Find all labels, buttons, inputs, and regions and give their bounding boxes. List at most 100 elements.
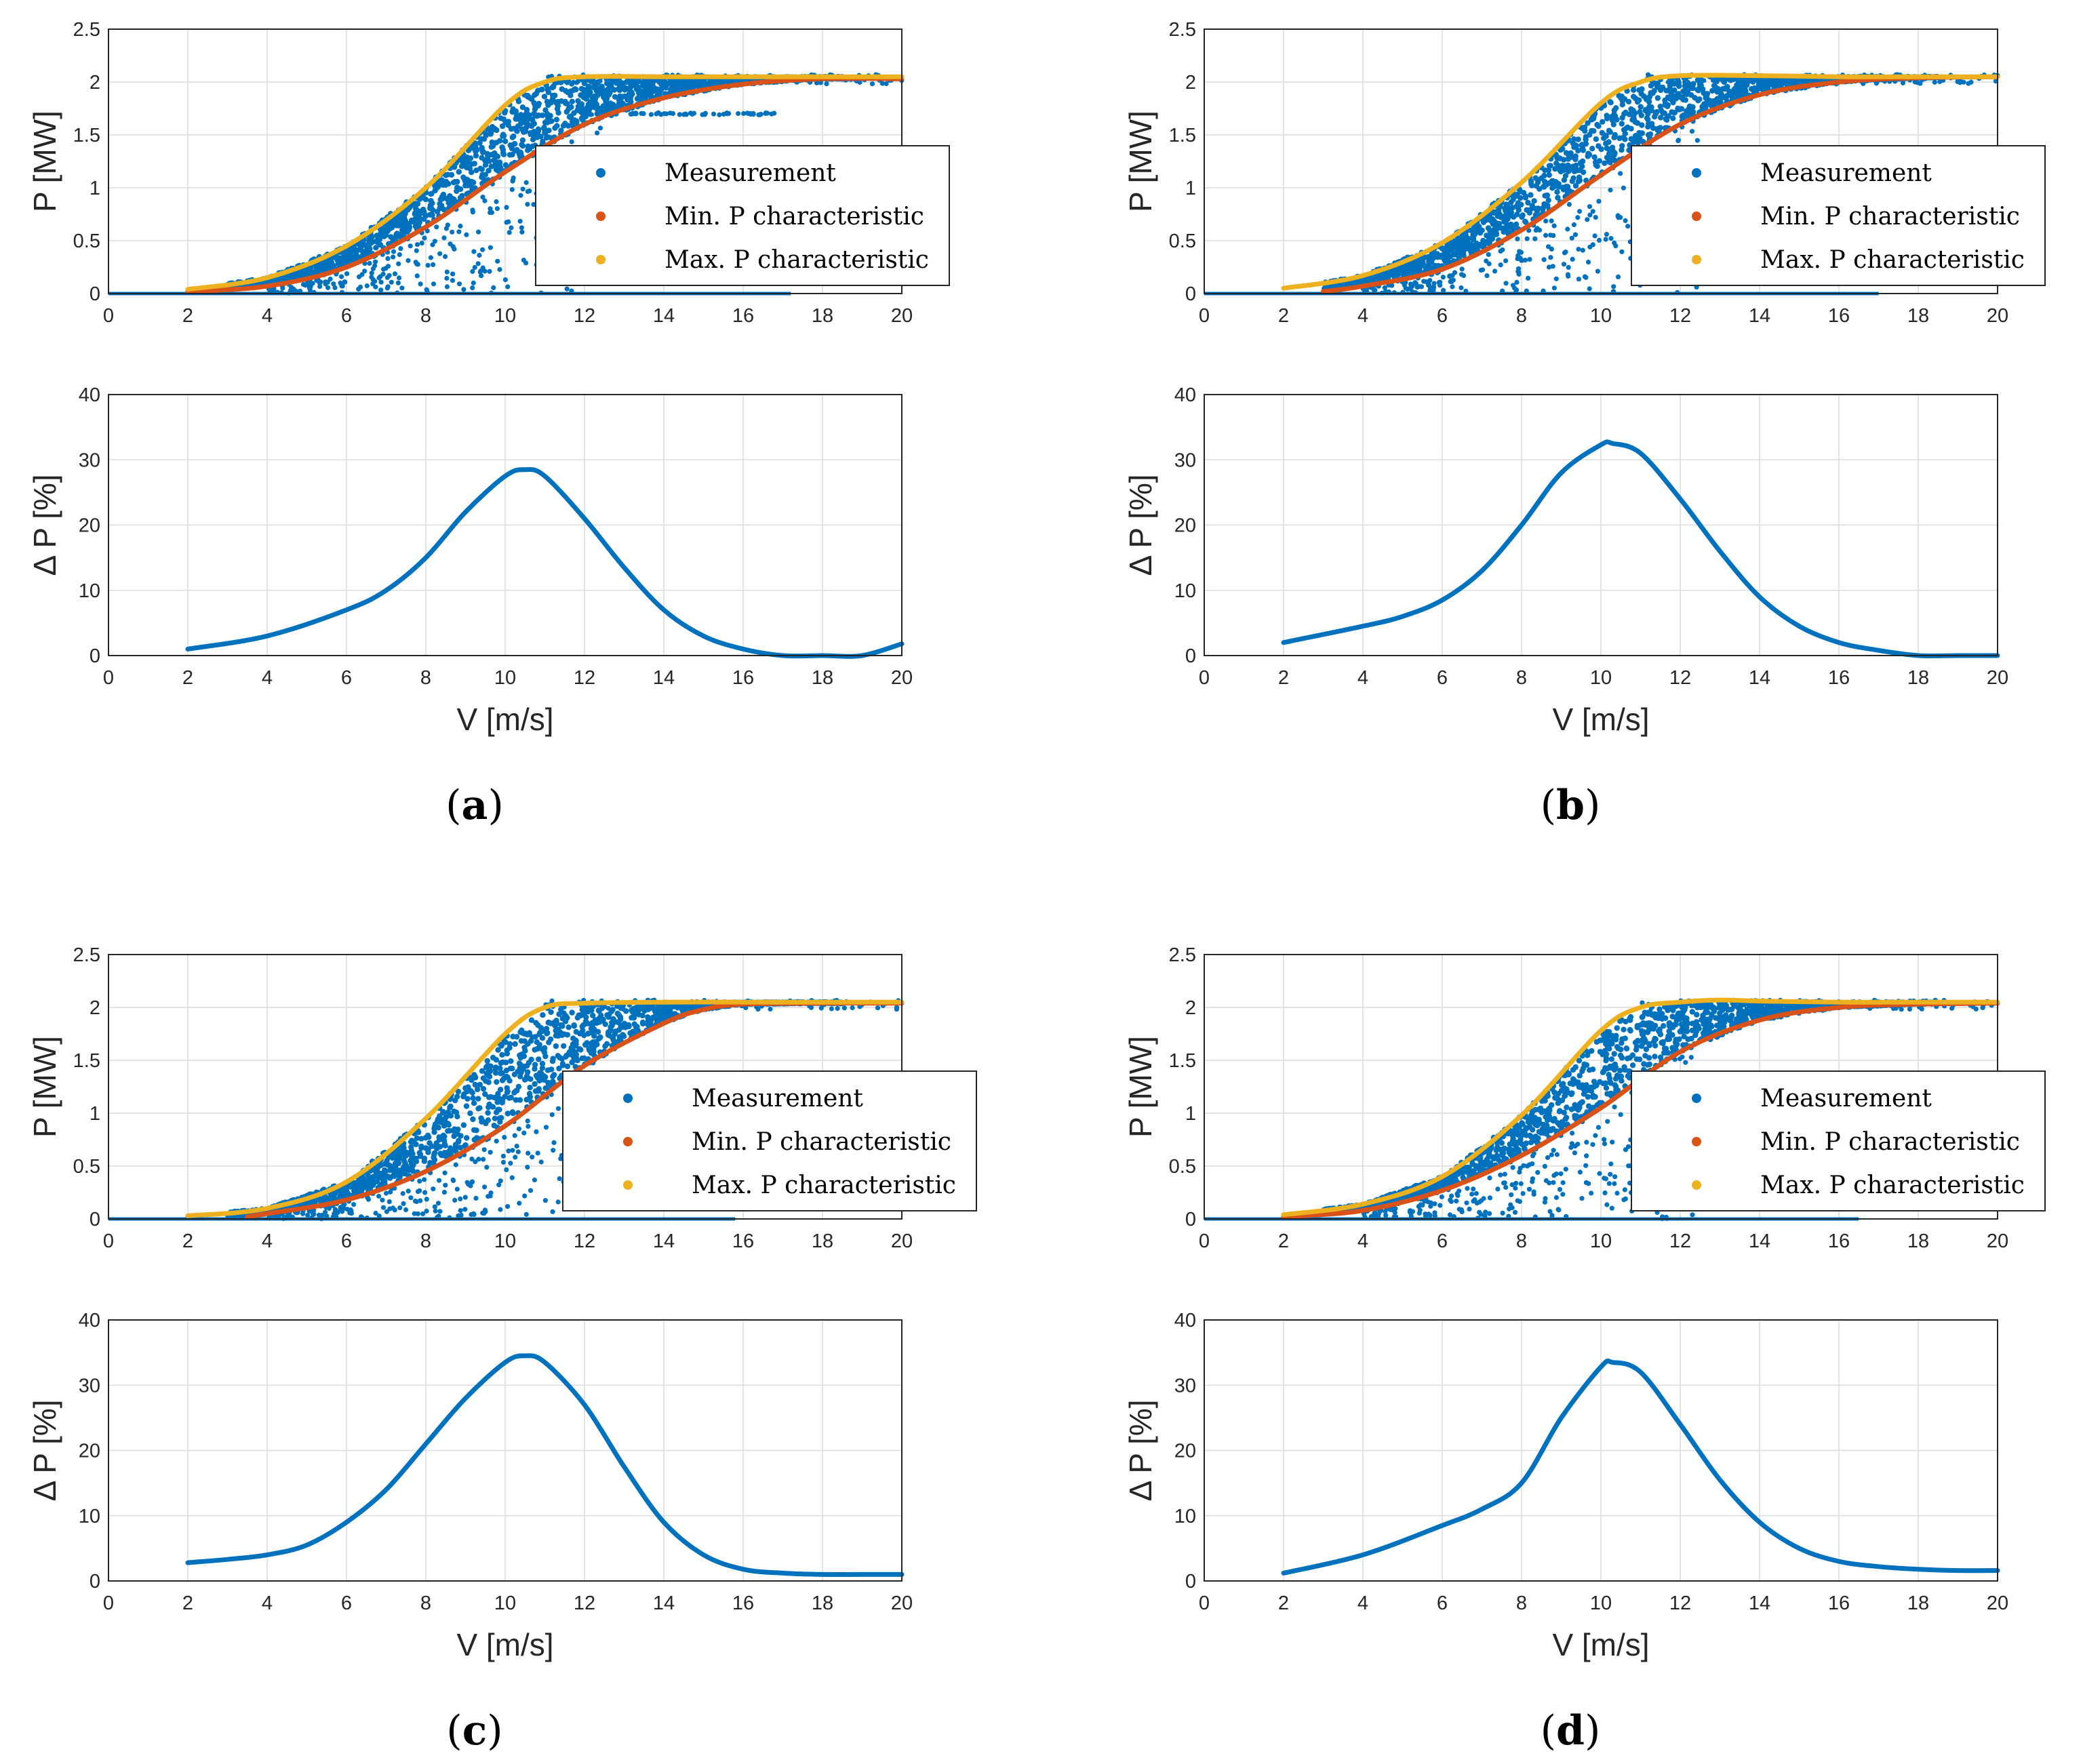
x-tick-label: 6 xyxy=(341,305,352,327)
measurement-point xyxy=(1450,284,1455,289)
measurement-point xyxy=(1681,88,1687,95)
measurement-point xyxy=(489,209,495,216)
measurement-point xyxy=(491,285,496,290)
measurement-point xyxy=(1585,260,1591,265)
x-tick-label: 14 xyxy=(1749,305,1770,327)
measurement-point xyxy=(1593,162,1599,168)
measurement-point xyxy=(1484,273,1490,279)
measurement-point xyxy=(1565,272,1570,277)
measurement-point xyxy=(445,222,451,228)
y-tick-label: 1.5 xyxy=(73,125,100,146)
measurement-point xyxy=(520,186,525,192)
measurement-point xyxy=(1389,272,1395,278)
measurement-point xyxy=(1508,199,1514,205)
measurement-point xyxy=(1647,131,1654,138)
measurement-point xyxy=(1608,236,1614,241)
measurement-point xyxy=(339,274,344,279)
measurement-point xyxy=(1582,127,1588,134)
measurement-point xyxy=(340,254,347,260)
measurement-point xyxy=(1623,109,1629,116)
x-tick-label: 6 xyxy=(341,1230,352,1252)
measurement-point xyxy=(585,83,591,89)
measurement-point xyxy=(1564,184,1571,190)
measurement-point xyxy=(1663,117,1670,123)
measurement-point xyxy=(575,103,582,110)
x-tick-label: 20 xyxy=(891,667,913,689)
measurement-point xyxy=(1541,257,1547,262)
measurement-point xyxy=(1561,262,1567,267)
measurement-point xyxy=(428,198,434,204)
measurement-point xyxy=(544,118,551,124)
measurement-point xyxy=(541,94,548,100)
measurement-point xyxy=(447,194,453,200)
measurement-point xyxy=(554,106,561,112)
x-tick-label: 18 xyxy=(1907,305,1929,327)
measurement-point xyxy=(396,261,401,266)
measurement-point xyxy=(398,246,403,252)
measurement-point xyxy=(471,280,476,285)
y-tick-label: 10 xyxy=(79,580,100,602)
measurement-point xyxy=(494,206,500,212)
measurement-point xyxy=(552,125,558,131)
measurement-point xyxy=(1547,163,1553,169)
measurement-point xyxy=(292,287,297,293)
measurement-point xyxy=(1718,94,1724,100)
y-tick-label: 40 xyxy=(79,384,100,406)
measurement-point xyxy=(1625,224,1631,229)
y-axis-label: P [MW] xyxy=(1123,111,1158,212)
measurement-point xyxy=(1675,138,1681,143)
measurement-point xyxy=(566,1024,572,1030)
legend-marker xyxy=(596,255,606,264)
measurement-point xyxy=(443,254,448,259)
measurement-point xyxy=(430,207,436,213)
measurement-point xyxy=(466,146,472,153)
measurement-point xyxy=(1609,155,1615,161)
x-tick-label: 0 xyxy=(1199,667,1210,689)
measurement-point xyxy=(1517,249,1522,254)
x-tick-label: 4 xyxy=(262,305,273,327)
measurement-point xyxy=(1555,163,1562,169)
measurement-point xyxy=(1440,275,1446,280)
measurement-point xyxy=(1608,100,1614,106)
measurement-point xyxy=(479,174,485,180)
measurement-point xyxy=(1575,215,1581,220)
measurement-point xyxy=(1541,288,1546,294)
measurement-point xyxy=(595,130,600,136)
x-tick-label: 2 xyxy=(1278,667,1289,689)
x-tick-label: 6 xyxy=(341,667,352,689)
x-tick-label: 8 xyxy=(1516,305,1527,327)
measurement-point xyxy=(499,144,505,151)
measurement-point xyxy=(711,111,717,117)
x-tick-label: 18 xyxy=(1907,667,1929,689)
x-tick-label: 12 xyxy=(574,667,595,689)
measurement-point xyxy=(511,125,517,132)
x-tick-label: 0 xyxy=(103,1230,114,1252)
measurement-point xyxy=(373,284,378,289)
measurement-point xyxy=(1760,82,1766,88)
x-tick-label: 16 xyxy=(1828,667,1850,689)
measurement-point xyxy=(536,100,542,107)
measurement-point xyxy=(1549,181,1555,187)
measurement-point xyxy=(472,140,479,146)
measurement-point xyxy=(1646,104,1652,110)
measurement-point xyxy=(1592,233,1598,239)
measurement-point xyxy=(419,241,424,246)
x-tick-label: 16 xyxy=(732,667,754,689)
measurement-point xyxy=(1535,205,1541,212)
measurement-point xyxy=(1611,134,1617,140)
measurement-point xyxy=(539,113,546,119)
measurement-point xyxy=(432,239,438,244)
measurement-point xyxy=(492,125,498,132)
measurement-point xyxy=(494,199,499,205)
measurement-point xyxy=(328,277,333,282)
measurement-point xyxy=(473,153,479,159)
measurement-point xyxy=(458,223,463,229)
measurement-point xyxy=(1546,172,1552,178)
measurement-point xyxy=(569,98,575,104)
x-tick-label: 16 xyxy=(732,305,754,327)
measurement-point xyxy=(1522,218,1528,224)
measurement-point xyxy=(399,227,405,233)
measurement-point xyxy=(1576,167,1583,174)
measurement-point xyxy=(1604,155,1610,161)
measurement-point xyxy=(1615,274,1621,279)
